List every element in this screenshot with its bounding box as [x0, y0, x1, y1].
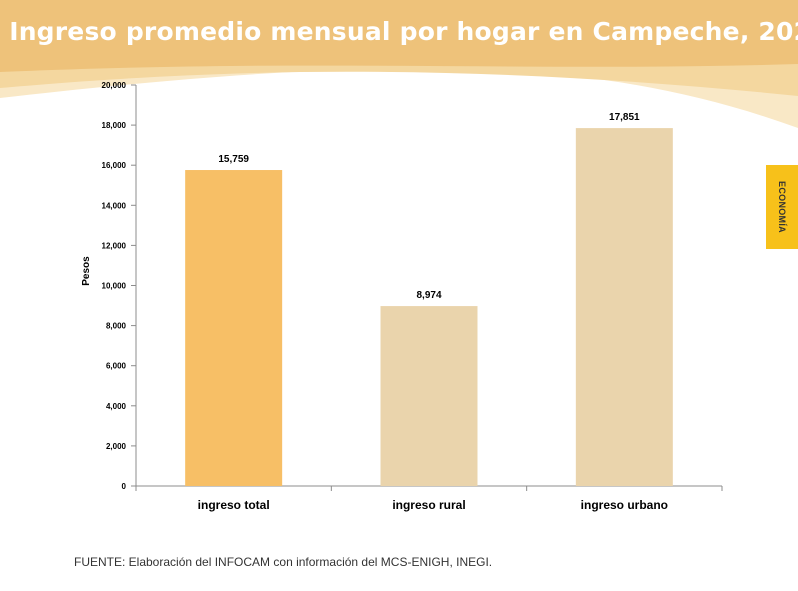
bar-ingreso-urbano[interactable]	[575, 128, 673, 486]
header-wave-graphic	[0, 0, 798, 128]
y-tick-label: 8,000	[106, 322, 127, 331]
y-tick-label: 12,000	[102, 241, 127, 250]
y-tick-label: 16,000	[102, 161, 127, 170]
x-category-label: ingreso total	[198, 498, 270, 512]
y-tick-label: 20,000	[102, 81, 127, 90]
y-tick-label: 14,000	[102, 201, 127, 210]
y-axis-label: Pesos	[81, 256, 92, 286]
x-axis: ingreso total ingreso rural ingreso urbano	[135, 485, 723, 512]
y-tick-label: 0	[122, 482, 127, 491]
y-tick-label: 10,000	[102, 282, 127, 291]
x-category-label: ingreso rural	[392, 498, 465, 512]
bar-value-label: 17,851	[609, 112, 640, 123]
bar-value-label: 15,759	[218, 154, 249, 165]
header-banner: Ingreso promedio mensual por hogar en Ca…	[0, 0, 798, 130]
y-axis: 0 2,000 4,000 6,000 8,000 10,000 12,000 14,000 1…	[102, 81, 137, 491]
section-tab-economia[interactable]: ECONOMÍA	[766, 165, 798, 249]
y-tick-label: 4,000	[106, 402, 127, 411]
y-tick-label: 18,000	[102, 121, 127, 130]
bar-ingreso-total[interactable]	[185, 170, 283, 486]
bar-ingreso-rural[interactable]	[380, 306, 478, 486]
y-tick-label: 2,000	[106, 442, 127, 451]
page-title: Ingreso promedio mensual por hogar en Ca…	[9, 17, 798, 46]
x-category-label: ingreso urbano	[581, 498, 668, 512]
bar-value-label: 8,974	[416, 290, 441, 301]
y-tick-label: 6,000	[106, 362, 127, 371]
source-note: FUENTE: Elaboración del INFOCAM con info…	[74, 555, 493, 569]
bars-group: 15,759 8,974 17,851	[185, 112, 673, 486]
